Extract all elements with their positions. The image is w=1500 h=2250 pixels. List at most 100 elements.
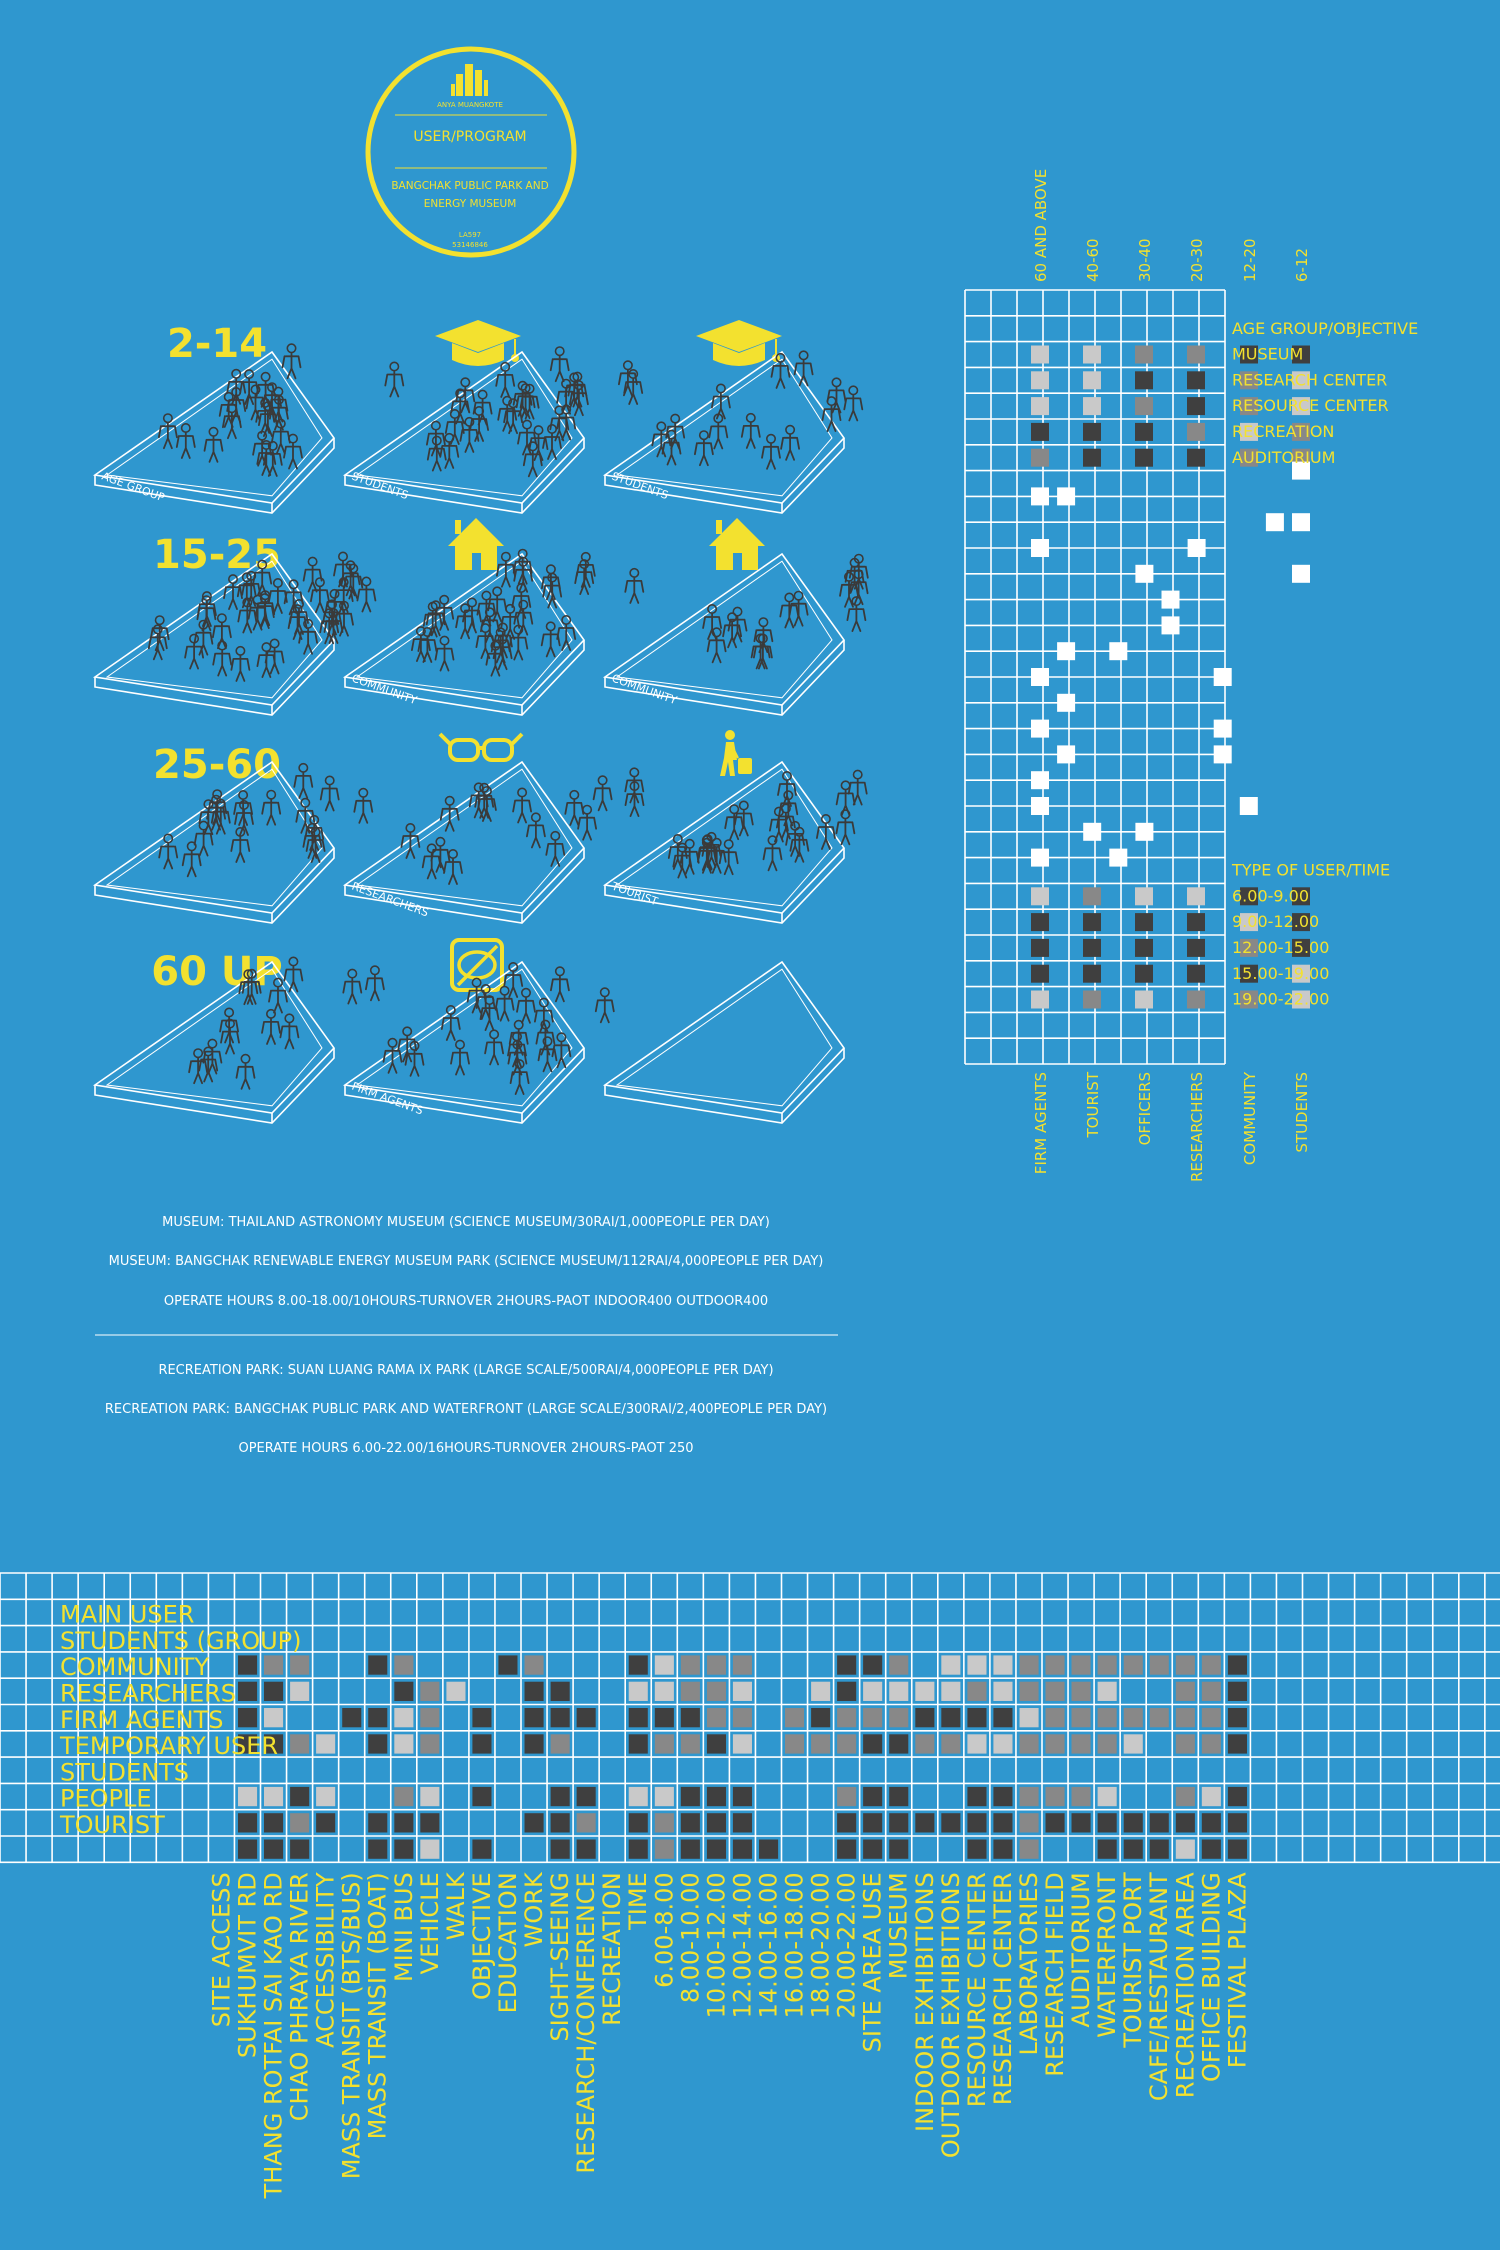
pattern-cell xyxy=(1265,513,1284,532)
matrix-cell xyxy=(759,1839,779,1859)
person-icon xyxy=(283,433,303,470)
pattern-cell xyxy=(1031,668,1049,686)
badge-code-2: 53146846 xyxy=(452,241,488,249)
platform-label: STUDENTS xyxy=(350,470,410,502)
matrix-cell xyxy=(967,1681,987,1701)
matrix-cell xyxy=(524,1708,544,1728)
person-icon xyxy=(624,567,645,604)
matrix-cell xyxy=(290,1681,310,1701)
person-icon xyxy=(718,839,739,876)
matrix-cell xyxy=(290,1786,310,1807)
person-icon xyxy=(512,787,532,824)
matrix-cell xyxy=(264,1813,284,1833)
matrix-cell xyxy=(1123,1734,1143,1754)
matrix-cell xyxy=(628,1813,648,1833)
matrix-cell xyxy=(1135,990,1153,1009)
platform-label: RESEARCHERS xyxy=(350,880,430,920)
matrix-cell xyxy=(889,1786,909,1807)
matrix-cell xyxy=(1097,1655,1117,1675)
column-label: MINI BUS xyxy=(390,1872,418,1982)
upper-header: AGE GROUP/OBJECTIVE xyxy=(1232,319,1418,338)
matrix-cell xyxy=(1019,1839,1039,1859)
matrix-cell xyxy=(1292,345,1310,364)
matrix-cell xyxy=(706,1813,726,1833)
badge-subtitle-2: ENERGY MUSEUM xyxy=(424,198,517,210)
matrix-cell xyxy=(1149,1708,1169,1728)
matrix-cell xyxy=(1031,964,1049,983)
matrix-cell xyxy=(1083,371,1101,390)
matrix-cell xyxy=(1175,1813,1195,1833)
column-label: ACCESSIBILITY xyxy=(312,1872,340,2048)
leaf-badge-icon xyxy=(450,938,504,992)
matrix-cell xyxy=(1187,397,1205,416)
matrix-cell xyxy=(550,1734,570,1754)
matrix-cell xyxy=(837,1786,857,1807)
bottom-grid-lines xyxy=(0,1572,1500,1864)
matrix-cell xyxy=(394,1655,414,1675)
row-label: COMMUNITY xyxy=(60,1653,209,1681)
age-label-2-14: 2-14 xyxy=(167,321,267,367)
matrix-cell xyxy=(1292,887,1310,906)
row-label: STUDENTS (GROUP) xyxy=(60,1627,302,1655)
matrix-cell xyxy=(785,1708,805,1728)
matrix-cell xyxy=(1175,1786,1195,1807)
age-label-60-up: 60 UP xyxy=(151,949,282,995)
pattern-cell xyxy=(1031,719,1049,738)
matrix-cell xyxy=(1175,1655,1195,1675)
matrix-cell xyxy=(1201,1708,1221,1728)
matrix-cell xyxy=(732,1786,752,1807)
column-label: SITE ACCESS xyxy=(207,1872,235,2027)
person-icon xyxy=(761,433,781,470)
matrix-cell xyxy=(1031,990,1049,1009)
tourist-luggage-icon xyxy=(720,730,752,776)
matrix-cell xyxy=(1071,1681,1091,1701)
pattern-cell xyxy=(1083,822,1102,841)
person-icon xyxy=(577,804,597,841)
matrix-cell xyxy=(993,1839,1013,1859)
platform: COMMUNITY xyxy=(342,548,645,716)
column-label: SITE AREA USE xyxy=(859,1872,887,2052)
matrix-cell xyxy=(1031,913,1049,932)
matrix-cell xyxy=(1187,990,1205,1009)
pattern-cell xyxy=(1161,590,1180,609)
person-icon xyxy=(319,775,340,812)
pattern-cell xyxy=(1031,539,1049,557)
matrix-cell xyxy=(889,1813,909,1833)
row-label: FIRM AGENTS xyxy=(60,1706,224,1734)
matrix-cell xyxy=(967,1708,987,1728)
column-label: RESOURCE CENTER xyxy=(963,1872,991,2107)
note-line-2: MUSEUM: BANGCHAK RENEWABLE ENERGY MUSEUM… xyxy=(109,1254,824,1269)
matrix-cell xyxy=(1019,1786,1039,1807)
matrix-cell xyxy=(420,1708,440,1728)
matrix-cell xyxy=(1175,1734,1195,1754)
note-line-3: OPERATE HOURS 8.00-18.00/10HOURS-TURNOVE… xyxy=(164,1294,768,1309)
matrix-cell xyxy=(368,1655,388,1675)
matrix-cell xyxy=(1240,345,1258,364)
matrix-cell xyxy=(1201,1734,1221,1754)
project-notes: MUSEUM: THAILAND ASTRONOMY MUSEUM (SCIEN… xyxy=(95,1215,838,1456)
matrix-cell xyxy=(550,1708,570,1728)
person-icon xyxy=(175,422,196,459)
matrix-cell xyxy=(993,1734,1013,1754)
matrix-cell xyxy=(889,1681,909,1701)
matrix-cell xyxy=(1019,1734,1039,1754)
matrix-cell xyxy=(915,1708,935,1728)
matrix-cell xyxy=(1240,938,1258,957)
person-icon xyxy=(283,956,304,993)
column-label: THANG ROTFAI SAI KAO RD xyxy=(260,1872,288,2199)
bottom-label: OFFICERS xyxy=(1136,1072,1154,1145)
matrix-cell xyxy=(1240,990,1258,1009)
matrix-cell xyxy=(1292,422,1310,441)
matrix-cell xyxy=(1240,964,1258,983)
person-icon xyxy=(826,377,847,414)
row-label: AUDITORIUM xyxy=(1232,448,1335,467)
matrix-cell xyxy=(863,1734,883,1754)
matrix-cell xyxy=(420,1734,440,1754)
person-icon xyxy=(221,403,242,440)
person-icon xyxy=(434,635,455,672)
matrix-cell xyxy=(1240,448,1258,467)
matrix-cell xyxy=(654,1734,674,1754)
matrix-cell xyxy=(1083,887,1101,906)
matrix-cell xyxy=(316,1786,336,1807)
matrix-cell xyxy=(394,1839,414,1859)
